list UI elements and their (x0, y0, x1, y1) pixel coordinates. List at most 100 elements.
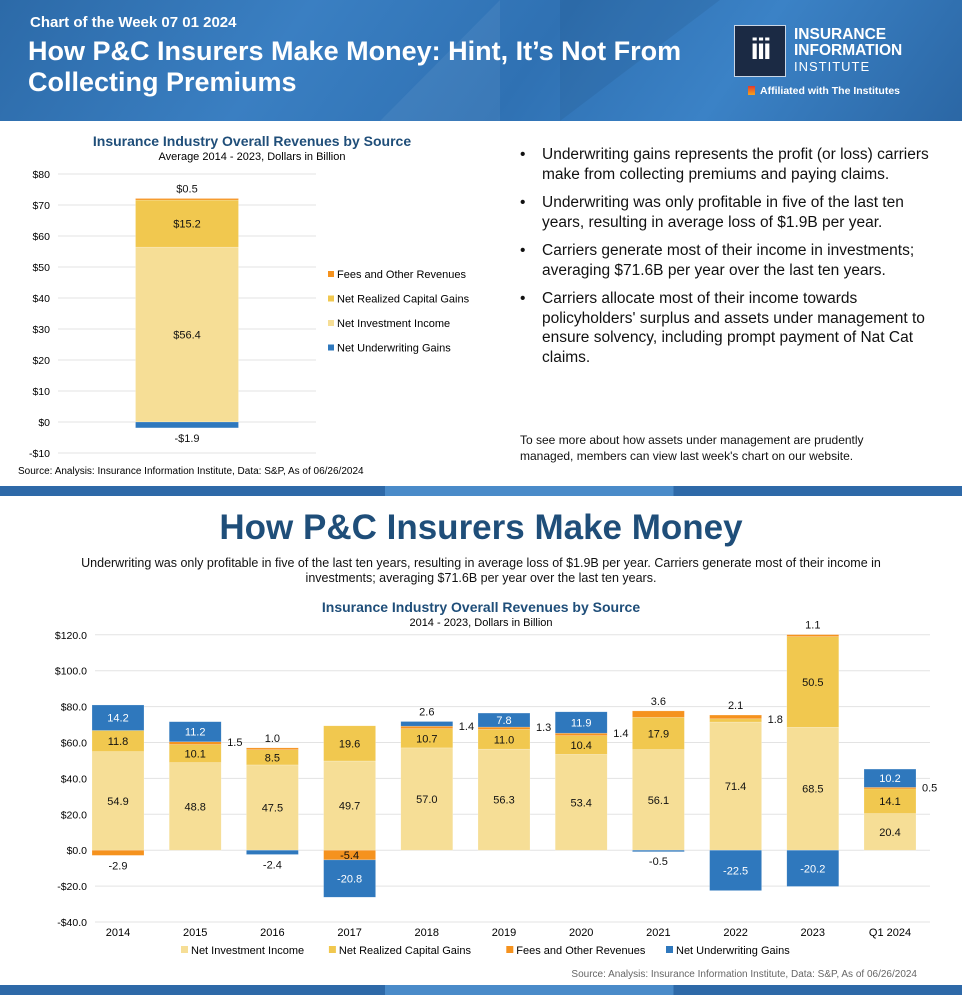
y-tick-label: $20 (32, 355, 50, 367)
legend-swatch-fees-and-other-revenues (506, 946, 514, 953)
bullet-item: Carriers generate most of their income i… (520, 241, 930, 280)
bar-fees-and-other-revenues (135, 198, 239, 201)
data-label: 11.9 (571, 717, 592, 729)
bar-net-investment-income (632, 749, 685, 851)
logo-subtext: INSTITUTE (794, 59, 871, 74)
bar-net-underwriting-gains (168, 721, 222, 743)
data-label: 1.0 (265, 733, 280, 745)
y-tick-label: $120.0 (55, 630, 87, 642)
y-tick-label: $60.0 (61, 738, 87, 750)
legend-swatch-net-realized-capital-gains (328, 295, 334, 302)
data-label: $0.5 (176, 183, 197, 195)
data-label: -20.2 (800, 863, 825, 875)
bar-net-investment-income (863, 813, 917, 851)
chart-title: Insurance Industry Overall Revenues by S… (93, 133, 411, 149)
bar-net-realized-capital-gains (786, 636, 840, 728)
bar-fees-and-other-revenues (786, 634, 840, 637)
data-label: 3.6 (651, 696, 666, 708)
data-label: $56.4 (173, 330, 201, 342)
data-label: 53.4 (570, 797, 591, 809)
bar-net-investment-income (477, 748, 531, 851)
bar-net-underwriting-gains (709, 849, 762, 891)
legend-label: Net Realized Capital Gains (337, 294, 470, 306)
bar-net-underwriting-gains (786, 849, 840, 887)
average-revenue-chart: Insurance Industry Overall Revenues by S… (18, 133, 470, 477)
y-tick-label: $0.0 (67, 845, 88, 857)
annual-revenue-chart: Insurance Industry Overall Revenues by S… (55, 599, 937, 980)
legend-swatch-net-underwriting-gains (328, 344, 334, 351)
y-tick-label: $80.0 (61, 702, 87, 714)
bar-net-investment-income (400, 747, 454, 851)
legend-label: Net Investment Income (191, 945, 304, 957)
y-tick-label: $60 (32, 231, 50, 243)
data-label: 14.2 (107, 713, 128, 725)
footer-band (0, 985, 962, 995)
section-title: How P&C Insurers Make Money (219, 508, 743, 547)
data-label: -2.4 (263, 860, 282, 872)
x-tick-label: 2020 (569, 927, 593, 939)
data-label: 14.1 (879, 796, 900, 808)
data-label: 56.3 (493, 795, 514, 807)
kicker: Chart of the Week 07 01 2024 (30, 14, 237, 31)
data-label: 2.1 (728, 700, 743, 712)
bar-net-underwriting-gains (632, 849, 685, 852)
bar-net-investment-income (786, 726, 840, 851)
data-label: $15.2 (173, 219, 201, 231)
data-label: 1.4 (459, 721, 474, 733)
x-tick-label: 2017 (337, 927, 361, 939)
bullet-item: Carriers allocate most of their income t… (520, 289, 930, 367)
data-label: 10.7 (416, 733, 437, 745)
data-label: 1.3 (536, 722, 551, 734)
institutes-icon (748, 86, 755, 95)
section-subtitle: Underwriting was only profitable in five… (81, 556, 881, 585)
x-tick-label: 2018 (415, 927, 439, 939)
y-tick-label: $0 (38, 417, 50, 429)
y-tick-label: -$40.0 (57, 917, 87, 929)
data-label: -5.4 (340, 850, 359, 862)
bar-net-realized-capital-gains (863, 788, 917, 814)
data-label: 10.2 (879, 773, 900, 785)
bar-net-investment-income (323, 760, 376, 851)
bar-net-realized-capital-gains (709, 718, 762, 723)
legend-label: Net Underwriting Gains (676, 945, 790, 957)
data-label: 48.8 (184, 801, 205, 813)
y-tick-label: $30 (32, 324, 50, 336)
data-label: 0.5 (922, 782, 937, 794)
data-label: 68.5 (802, 784, 823, 796)
x-tick-label: 2019 (492, 927, 516, 939)
data-label: 54.9 (107, 796, 128, 808)
bar-fees-and-other-revenues (91, 849, 145, 856)
legend-swatch-net-underwriting-gains (666, 946, 673, 953)
data-label: 47.5 (262, 803, 283, 815)
x-tick-label: 2022 (723, 927, 747, 939)
bar-net-realized-capital-gains (135, 199, 239, 248)
bar-net-underwriting-gains (863, 768, 917, 788)
bullet-item: Underwriting was only profitable in five… (520, 193, 930, 232)
bar-net-underwriting-gains (246, 849, 299, 855)
header-banner: Chart of the Week 07 01 2024 How P&C Ins… (0, 0, 962, 121)
source-note: Source: Analysis: Insurance Information … (18, 466, 364, 477)
y-tick-label: $40.0 (61, 773, 87, 785)
data-label: 1.4 (613, 728, 628, 740)
chart-subtitle: 2014 - 2023, Dollars in Billion (409, 617, 552, 629)
legend-swatch-net-realized-capital-gains (328, 946, 336, 953)
legend-label: Net Investment Income (337, 318, 450, 330)
y-tick-label: $80 (32, 169, 50, 181)
data-label: 57.0 (416, 794, 437, 806)
logo-text: INSURANCE INFORMATION (794, 26, 903, 59)
legend-swatch-fees-and-other-revenues (328, 271, 334, 277)
data-label: 1.5 (227, 737, 242, 749)
y-tick-label: $70 (32, 200, 50, 212)
bar-fees-and-other-revenues (400, 725, 454, 729)
legend-label: Net Realized Capital Gains (339, 945, 472, 957)
divider-band (0, 486, 962, 496)
y-tick-label: $100.0 (55, 666, 87, 678)
chart-title: Insurance Industry Overall Revenues by S… (322, 599, 640, 615)
bar-net-realized-capital-gains (323, 725, 376, 762)
bar-fees-and-other-revenues (168, 741, 222, 745)
x-tick-label: 2023 (801, 927, 825, 939)
x-tick-label: Q1 2024 (869, 927, 911, 939)
data-label: 11.2 (185, 727, 206, 739)
affiliation: Affiliated with The Institutes (748, 85, 900, 97)
bar-net-investment-income (246, 764, 299, 851)
